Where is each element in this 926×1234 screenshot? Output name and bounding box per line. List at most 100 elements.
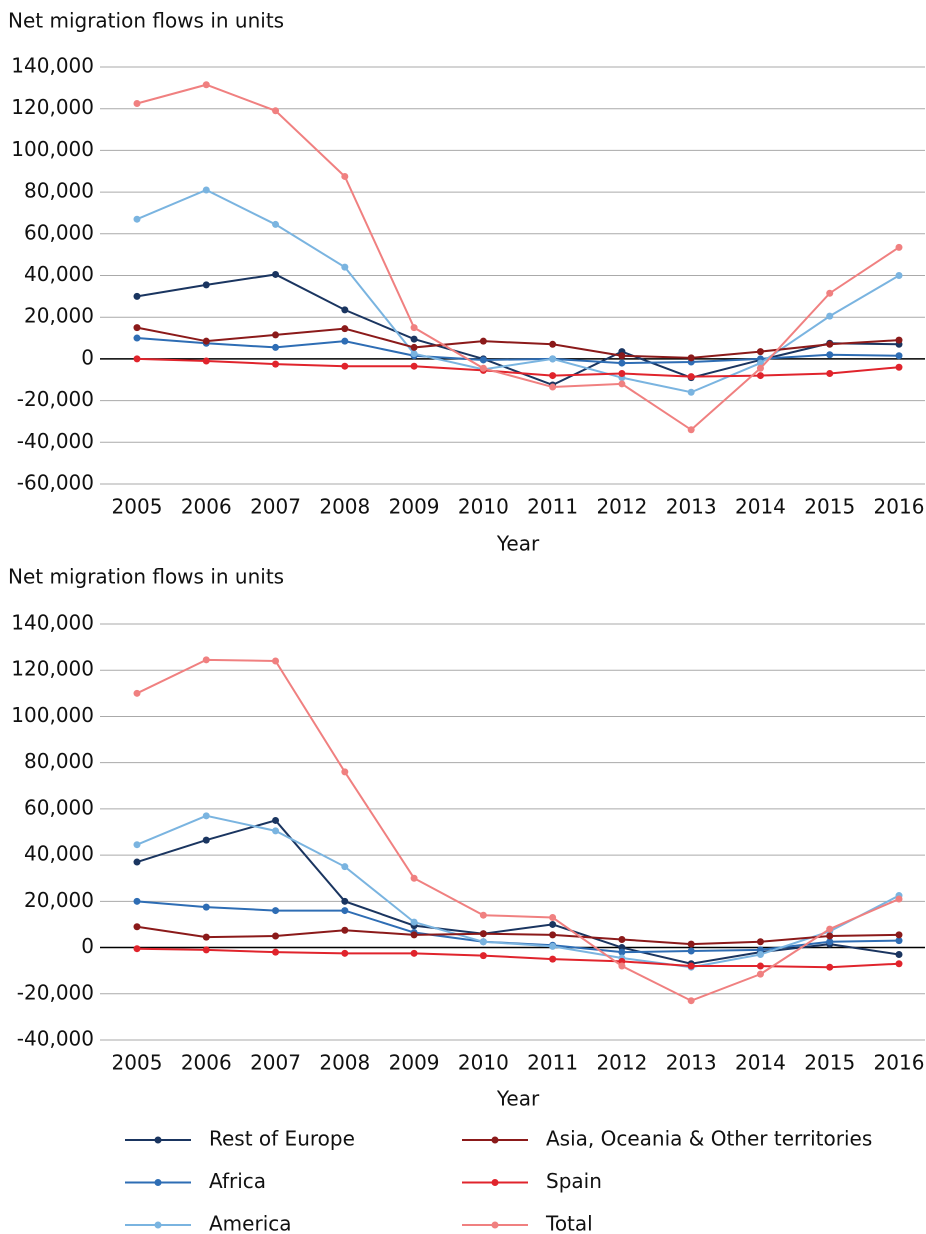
y-tick-label: 60,000 bbox=[24, 795, 94, 819]
x-tick-label: 2013 bbox=[666, 495, 717, 519]
y-tick-label: -40,000 bbox=[17, 1027, 94, 1051]
data-point bbox=[687, 388, 695, 396]
data-point bbox=[826, 963, 834, 971]
chart-title: Net migration flows in units bbox=[8, 9, 284, 33]
legend-label: America bbox=[209, 1212, 292, 1234]
data-point bbox=[826, 369, 834, 377]
x-tick-label: 2014 bbox=[735, 495, 786, 519]
data-point bbox=[895, 363, 903, 371]
x-tick-label: 2016 bbox=[874, 495, 925, 519]
legend-label: Rest of Europe bbox=[209, 1127, 355, 1151]
data-point bbox=[895, 950, 903, 958]
x-tick-label: 2012 bbox=[596, 1051, 647, 1075]
data-point bbox=[479, 938, 487, 946]
data-point bbox=[410, 949, 418, 957]
legend-marker bbox=[491, 1221, 499, 1229]
y-tick-label: 140,000 bbox=[11, 54, 94, 78]
y-tick-label: -40,000 bbox=[17, 429, 94, 453]
data-point bbox=[826, 925, 834, 933]
legend-marker bbox=[154, 1136, 162, 1144]
y-tick-label: 0 bbox=[81, 345, 94, 369]
data-point bbox=[133, 355, 141, 363]
data-point bbox=[756, 938, 764, 946]
y-tick-label: 40,000 bbox=[24, 262, 94, 286]
x-tick-label: 2011 bbox=[527, 495, 578, 519]
x-tick-label: 2010 bbox=[458, 1051, 509, 1075]
y-tick-label: -60,000 bbox=[17, 471, 94, 495]
data-point bbox=[756, 970, 764, 978]
data-point bbox=[618, 359, 626, 367]
series-line bbox=[136, 83, 900, 432]
data-point bbox=[479, 911, 487, 919]
series-line bbox=[136, 819, 900, 965]
data-point bbox=[202, 337, 210, 345]
series-line bbox=[136, 337, 900, 365]
data-point bbox=[826, 351, 834, 359]
data-point bbox=[895, 937, 903, 945]
data-point bbox=[272, 220, 280, 228]
data-point bbox=[549, 372, 557, 380]
y-tick-label: 120,000 bbox=[11, 657, 94, 681]
data-point bbox=[479, 337, 487, 345]
data-point bbox=[341, 263, 349, 271]
data-point bbox=[202, 281, 210, 289]
x-tick-label: 2015 bbox=[804, 495, 855, 519]
data-point bbox=[479, 364, 487, 372]
data-point bbox=[272, 331, 280, 339]
series-line bbox=[136, 658, 900, 1002]
x-tick-label: 2006 bbox=[181, 495, 232, 519]
data-point bbox=[341, 325, 349, 333]
data-point bbox=[341, 897, 349, 905]
legend-label: Asia, Oceania & Other territories bbox=[546, 1127, 872, 1151]
data-point bbox=[756, 950, 764, 958]
y-tick-label: 100,000 bbox=[11, 703, 94, 727]
x-tick-label: 2009 bbox=[389, 495, 440, 519]
data-point bbox=[202, 81, 210, 89]
data-point bbox=[410, 362, 418, 370]
data-point bbox=[202, 186, 210, 194]
data-point bbox=[895, 931, 903, 939]
data-point bbox=[618, 352, 626, 360]
data-point bbox=[756, 372, 764, 380]
x-tick-label: 2008 bbox=[319, 1051, 370, 1075]
data-point bbox=[272, 343, 280, 351]
data-point bbox=[618, 948, 626, 956]
data-point bbox=[895, 272, 903, 279]
legend-marker bbox=[154, 1221, 162, 1229]
series-line bbox=[136, 357, 900, 378]
data-point bbox=[133, 99, 141, 107]
y-tick-label: 20,000 bbox=[24, 304, 94, 328]
chart-title: Net migration flows in units bbox=[8, 565, 284, 589]
x-tick-label: 2007 bbox=[250, 1051, 301, 1075]
data-point bbox=[687, 962, 695, 970]
data-point bbox=[410, 343, 418, 351]
data-point bbox=[549, 955, 557, 963]
x-tick-label: 2005 bbox=[112, 495, 163, 519]
legend-label: Africa bbox=[209, 1169, 266, 1193]
data-point bbox=[272, 816, 280, 824]
series-line bbox=[136, 326, 900, 359]
data-point bbox=[826, 312, 834, 320]
data-point bbox=[341, 949, 349, 957]
data-point bbox=[687, 940, 695, 948]
data-point bbox=[133, 945, 141, 953]
data-point bbox=[687, 373, 695, 381]
y-tick-label: 80,000 bbox=[24, 179, 94, 203]
y-tick-label: 0 bbox=[81, 934, 94, 958]
data-point bbox=[341, 768, 349, 776]
x-tick-label: 2014 bbox=[735, 1051, 786, 1075]
data-point bbox=[133, 689, 141, 697]
data-point bbox=[410, 335, 418, 343]
data-point bbox=[133, 292, 141, 300]
y-tick-label: 140,000 bbox=[11, 611, 94, 635]
data-point bbox=[272, 657, 280, 665]
data-point bbox=[202, 812, 210, 820]
x-tick-label: 2007 bbox=[250, 495, 301, 519]
data-point bbox=[202, 903, 210, 911]
data-point bbox=[756, 962, 764, 970]
data-point bbox=[133, 897, 141, 905]
y-tick-label: -20,000 bbox=[17, 980, 94, 1004]
y-tick-label: 120,000 bbox=[11, 95, 94, 119]
legend-label: Total bbox=[545, 1212, 593, 1234]
x-tick-label: 2016 bbox=[874, 1051, 925, 1075]
